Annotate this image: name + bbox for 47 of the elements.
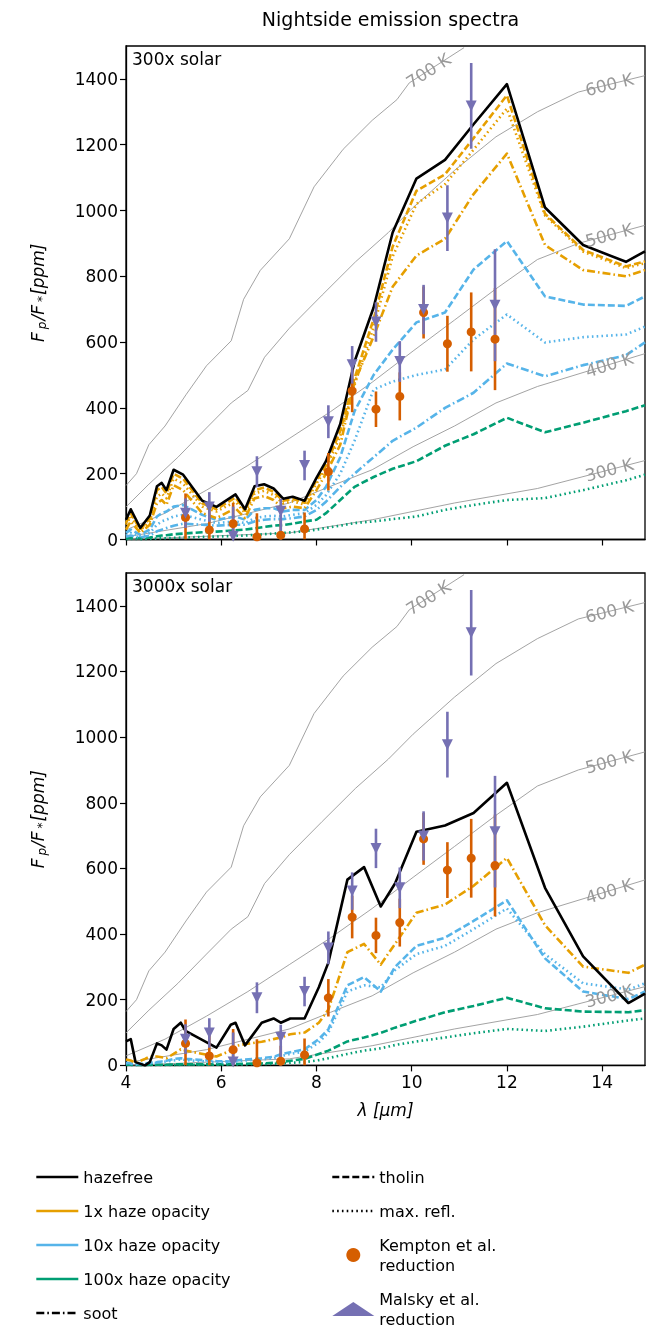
legend-label: soot bbox=[83, 1303, 118, 1323]
legend-label: Malsky et al. reduction bbox=[379, 1289, 485, 1329]
y-tick-label: 0 bbox=[107, 1055, 118, 1076]
legend-label: Kempton et al. reduction bbox=[379, 1235, 502, 1275]
legend-label: tholin bbox=[379, 1167, 425, 1187]
text: 400 K bbox=[582, 347, 637, 382]
legend-label: 1x haze opacity bbox=[83, 1201, 211, 1221]
x-tick-label: 6 bbox=[215, 1071, 227, 1092]
text: 300 K bbox=[583, 453, 637, 486]
y-tick-label: 400 bbox=[85, 924, 118, 945]
y-axis-title: Fp/F*[ppm] bbox=[27, 770, 49, 869]
y-tick-label: 400 bbox=[85, 397, 118, 418]
y-tick-label: 1400 bbox=[74, 595, 118, 616]
text: 400 K bbox=[582, 873, 637, 908]
annotation: 3000x solar bbox=[132, 575, 233, 596]
text: 500 K bbox=[583, 745, 637, 778]
legend-label: max. refl. bbox=[379, 1201, 456, 1221]
y-tick-label: 800 bbox=[85, 792, 118, 813]
x-tick-label: 8 bbox=[311, 1071, 322, 1092]
text: 700 K bbox=[402, 575, 456, 620]
y-tick-label: 800 bbox=[85, 266, 118, 287]
y-tick-label: 1200 bbox=[74, 134, 118, 155]
y-tick-label: 200 bbox=[85, 989, 118, 1010]
y-tick-label: 1200 bbox=[74, 661, 118, 682]
y-tick-label: 600 bbox=[85, 858, 118, 879]
y-axis-title: Fp/F*[ppm] bbox=[27, 243, 49, 342]
y-tick-label: 1000 bbox=[74, 200, 118, 221]
y-tick-label: 0 bbox=[107, 529, 118, 550]
y-tick-label: 600 bbox=[85, 332, 118, 353]
chart-title: Nightside emission spectra bbox=[261, 7, 520, 30]
text: 500 K bbox=[583, 218, 637, 252]
x-tick-label: 14 bbox=[591, 1071, 613, 1092]
legend-label: hazefree bbox=[83, 1167, 154, 1187]
text: 600 K bbox=[583, 595, 637, 627]
x-axis-title: λ [μm] bbox=[356, 1099, 414, 1120]
x-tick-label: 4 bbox=[120, 1071, 132, 1092]
x-tick-label: 12 bbox=[496, 1071, 518, 1092]
x-tick-label: 10 bbox=[400, 1071, 423, 1092]
y-tick-label: 200 bbox=[85, 463, 118, 484]
text: 700 K bbox=[402, 48, 456, 93]
text: 300 K bbox=[583, 979, 637, 1012]
y-tick-label: 1400 bbox=[74, 68, 118, 89]
legend-label: 100x haze opacity bbox=[83, 1269, 231, 1289]
legend-label: 10x haze opacity bbox=[83, 1235, 221, 1255]
y-tick-label: 1000 bbox=[74, 727, 118, 748]
annotation: 300x solar bbox=[132, 48, 222, 69]
text: 600 K bbox=[583, 68, 637, 101]
